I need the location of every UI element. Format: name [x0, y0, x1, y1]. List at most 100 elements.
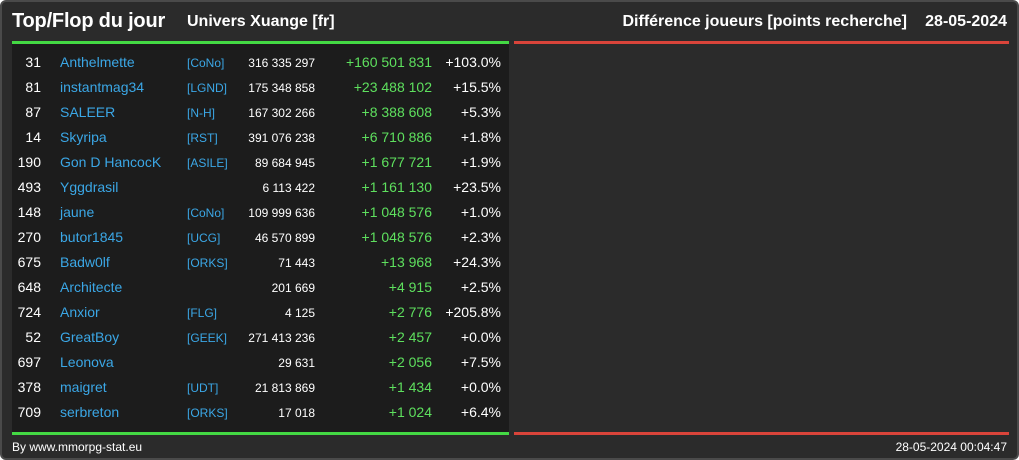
alliance-link[interactable]: [ASILE] — [187, 156, 228, 170]
alliance-link[interactable]: [CoNo] — [187, 206, 225, 220]
alliance-link[interactable]: [CoNo] — [187, 56, 225, 70]
player-link[interactable]: SALEER — [60, 104, 116, 120]
percent-cell: +0.0% — [460, 379, 501, 395]
alliance-link[interactable]: [FLG] — [187, 306, 218, 320]
rank-cell: 648 — [17, 279, 41, 295]
percent-cell: +7.5% — [460, 354, 501, 370]
table-row: 724 Anxior [FLG] 4 125 +2 776 +205.8% — [12, 300, 509, 325]
alliance-link[interactable]: [ORKS] — [187, 256, 228, 270]
diff-cell: +8 388 608 — [361, 104, 432, 120]
table-row: 52 GreatBoy [GEEK] 271 413 236 +2 457 +0.0% — [12, 325, 509, 350]
player-link[interactable]: instantmag34 — [60, 79, 145, 95]
table-row: 648 Architecte 201 669 +4 915 +2.5% — [12, 275, 509, 300]
alliance-link[interactable]: [ORKS] — [187, 406, 228, 420]
top-table: 31 Anthelmette [CoNo] 316 335 297 +160 501 8… — [12, 44, 509, 432]
player-link[interactable]: jaune — [60, 204, 95, 220]
table-row: 87 SALEER [N-H] 167 302 266 +8 388 608 +5.3% — [12, 100, 509, 125]
percent-cell: +205.8% — [445, 304, 501, 320]
percent-cell: +0.0% — [460, 329, 501, 345]
diff-cell: +1 048 576 — [361, 204, 432, 220]
alliance-link[interactable]: [RST] — [187, 131, 218, 145]
table-row: 148 jaune [CoNo] 109 999 636 +1 048 576 +1.0% — [12, 200, 509, 225]
player-link[interactable]: butor1845 — [60, 229, 124, 245]
points-cell: 316 335 297 — [248, 56, 315, 70]
player-link[interactable]: Yggdrasil — [60, 179, 119, 195]
diff-cell: +160 501 831 — [345, 54, 432, 70]
rank-cell: 87 — [25, 104, 41, 120]
table-row: 270 butor1845 [UCG] 46 570 899 +1 048 576 +2.… — [12, 225, 509, 250]
diff-cell: +1 048 576 — [361, 229, 432, 245]
table-row: 493 Yggdrasil 6 113 422 +1 161 130 +23.5% — [12, 175, 509, 200]
points-cell: 391 076 238 — [248, 131, 315, 145]
rank-cell: 31 — [25, 54, 41, 70]
points-cell: 167 302 266 — [248, 106, 315, 120]
rank-cell: 675 — [17, 254, 41, 270]
rank-cell: 52 — [25, 329, 41, 345]
diff-cell: +23 488 102 — [353, 79, 432, 95]
player-link[interactable]: Architecte — [60, 279, 123, 295]
points-cell: 201 669 — [271, 281, 315, 295]
player-link[interactable]: Anxior — [60, 304, 100, 320]
alliance-link[interactable]: [UCG] — [187, 231, 221, 245]
player-link[interactable]: Skyripa — [60, 129, 107, 145]
points-cell: 21 813 869 — [254, 381, 315, 395]
rank-cell: 709 — [17, 404, 41, 420]
table-row: 675 Badw0lf [ORKS] 71 443 +13 968 +24.3% — [12, 250, 509, 275]
generated-timestamp: 28-05-2024 00:04:47 — [895, 440, 1007, 454]
percent-cell: +1.8% — [460, 129, 501, 145]
table-row: 14 Skyripa [RST] 391 076 238 +6 710 886 +1.8% — [12, 125, 509, 150]
table-row: 697 Leonova 29 631 +2 056 +7.5% — [12, 350, 509, 375]
flop-divider-bottom — [514, 432, 1009, 435]
alliance-link[interactable]: [LGND] — [187, 81, 228, 95]
diff-cell: +1 024 — [388, 404, 432, 420]
date-label: 28-05-2024 — [925, 13, 1007, 30]
flop-divider — [514, 41, 1009, 44]
player-link[interactable]: serbreton — [60, 404, 120, 420]
rank-cell: 190 — [17, 154, 41, 170]
player-link[interactable]: Anthelmette — [60, 54, 135, 70]
player-link[interactable]: Gon D HancocK — [60, 154, 162, 170]
rank-cell: 697 — [17, 354, 41, 370]
diff-cell: +2 056 — [388, 354, 432, 370]
alliance-link[interactable]: [N-H] — [187, 106, 215, 120]
percent-cell: +6.4% — [460, 404, 501, 420]
page-title: Top/Flop du jour — [12, 10, 166, 32]
rank-cell: 724 — [17, 304, 41, 320]
percent-cell: +24.3% — [453, 254, 501, 270]
player-link[interactable]: Leonova — [60, 354, 114, 370]
percent-cell: +5.3% — [460, 104, 501, 120]
percent-cell: +103.0% — [445, 54, 501, 70]
player-link[interactable]: maigret — [60, 379, 107, 395]
table-row: 709 serbreton [ORKS] 17 018 +1 024 +6.4% — [12, 400, 509, 425]
points-cell: 271 413 236 — [248, 331, 315, 345]
player-link[interactable]: Badw0lf — [60, 254, 110, 270]
rank-cell: 148 — [17, 204, 41, 220]
stat-type-label: Différence joueurs [points recherche] — [622, 13, 907, 30]
points-cell: 6 113 422 — [262, 181, 316, 195]
diff-cell: +13 968 — [381, 254, 432, 270]
diff-cell: +2 457 — [388, 329, 432, 345]
source-credit: By www.mmorpg-stat.eu — [12, 440, 143, 454]
top-divider-bottom — [12, 432, 509, 435]
table-row: 378 maigret [UDT] 21 813 869 +1 434 +0.0% — [12, 375, 509, 400]
flop-table — [514, 44, 1009, 432]
universe-label: Univers Xuange [fr] — [187, 13, 335, 30]
table-row: 31 Anthelmette [CoNo] 316 335 297 +160 501 8… — [12, 50, 509, 75]
diff-cell: +1 434 — [388, 379, 432, 395]
table-row: 190 Gon D HancocK [ASILE] 89 684 945 +1 677 … — [12, 150, 509, 175]
alliance-link[interactable]: [UDT] — [187, 381, 219, 395]
percent-cell: +1.0% — [460, 204, 501, 220]
percent-cell: +1.9% — [460, 154, 501, 170]
percent-cell: +23.5% — [453, 179, 501, 195]
diff-cell: +1 161 130 — [361, 179, 432, 195]
points-cell: 109 999 636 — [248, 206, 315, 220]
player-link[interactable]: GreatBoy — [60, 329, 120, 345]
diff-cell: +2 776 — [388, 304, 432, 320]
rank-cell: 493 — [17, 179, 41, 195]
rank-cell: 14 — [25, 129, 41, 145]
rank-cell: 270 — [17, 229, 41, 245]
alliance-link[interactable]: [GEEK] — [187, 331, 228, 345]
diff-cell: +1 677 721 — [361, 154, 432, 170]
header: Top/Flop du jour Univers Xuange [fr] Dif… — [2, 2, 1017, 42]
points-cell: 29 631 — [278, 356, 315, 370]
